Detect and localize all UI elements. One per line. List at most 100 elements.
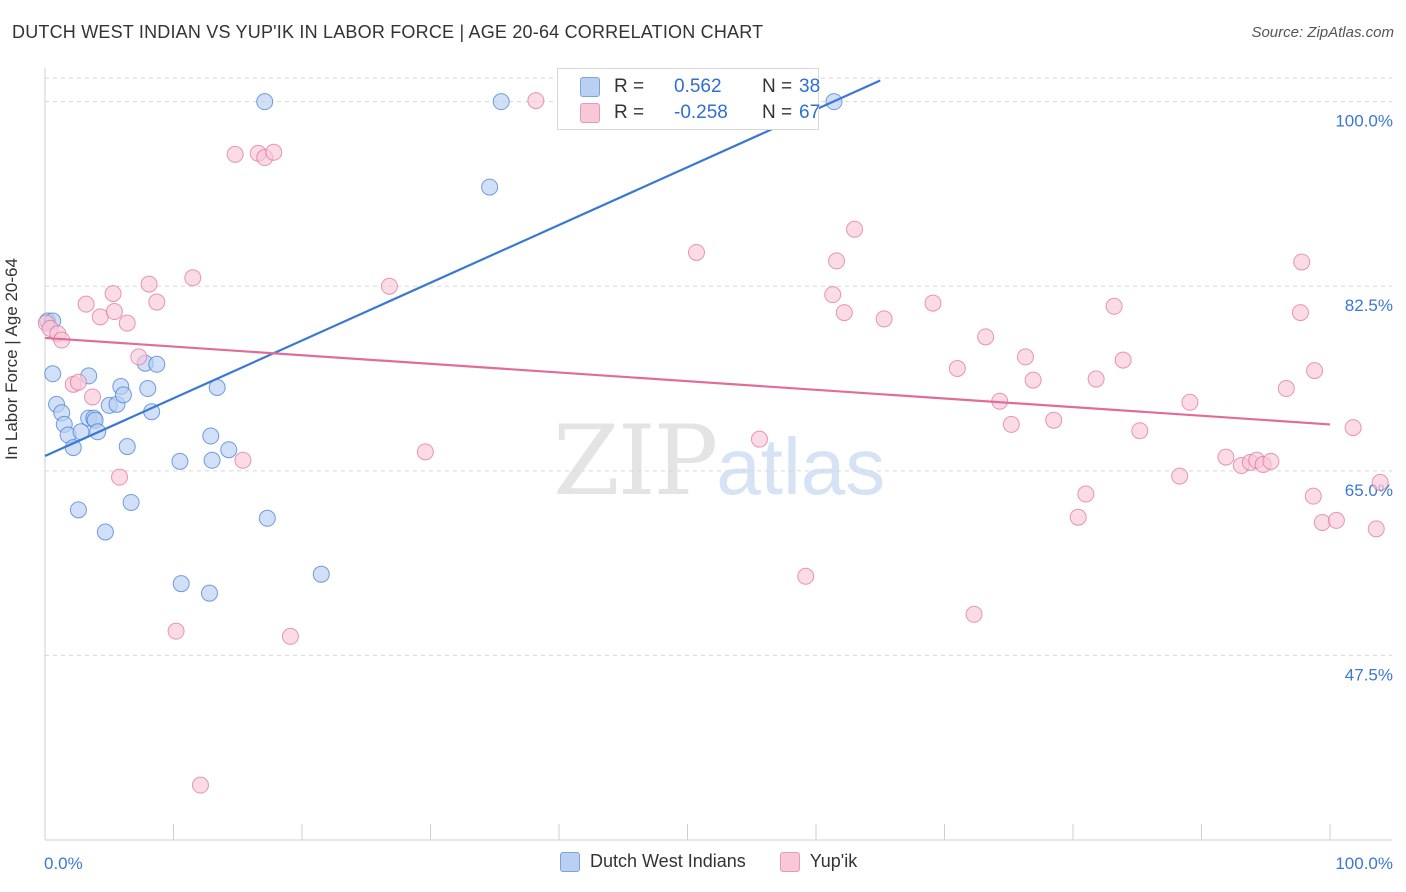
zipatlas-watermark: ZIPatlas <box>553 405 885 517</box>
watermark-atlas: atlas <box>716 422 886 511</box>
yupik-point <box>1217 448 1235 466</box>
dutch-west-indian-point <box>44 365 62 383</box>
yupik-point <box>527 92 545 110</box>
yupik-point <box>687 243 705 261</box>
r-label: R = <box>614 76 645 97</box>
yupik-point <box>380 277 398 295</box>
yupik-point <box>416 443 434 461</box>
r-value-pink: -0.258 <box>674 102 728 123</box>
yupik-point <box>828 252 846 270</box>
dutch-west-indian-point <box>202 427 220 445</box>
yupik-point <box>1313 514 1331 532</box>
source-label: Source: ZipAtlas.com <box>1251 24 1394 41</box>
yupik-point <box>1069 508 1087 526</box>
dutch-west-indian-point <box>172 575 190 593</box>
legend-label: Yup'ik <box>809 851 858 871</box>
yupik-point <box>797 567 815 585</box>
yupik-point <box>965 605 983 623</box>
yupik-point <box>875 310 893 328</box>
yupik-point <box>281 627 299 645</box>
yupik-point <box>977 328 995 346</box>
yupik-point <box>226 145 244 163</box>
watermark-zip: ZIP <box>553 405 718 517</box>
yupik-point <box>130 348 148 366</box>
n-label: N = <box>762 102 793 123</box>
blue-swatch <box>560 851 580 872</box>
yupik-point <box>1277 380 1295 398</box>
dutch-west-indian-point <box>203 451 221 469</box>
yupik-point <box>1371 473 1389 491</box>
r-label: R = <box>614 102 645 123</box>
dutch-west-indian-point <box>312 565 330 583</box>
y-tick-label: 82.5% <box>1345 296 1393 315</box>
y-tick-label: 47.5% <box>1345 665 1393 684</box>
yupik-point <box>1045 411 1063 429</box>
x-tick-label: 0.0% <box>44 854 83 873</box>
yupik-point <box>184 269 202 287</box>
y-axis-label: In Labor Force | Age 20-64 <box>2 258 21 460</box>
yupik-point <box>234 451 252 469</box>
yupik-point <box>1016 348 1034 366</box>
dutch-west-indian-point <box>481 178 499 196</box>
yupik-point <box>948 360 966 378</box>
yupik-trendline <box>44 336 1331 426</box>
n-value-pink: 67 <box>799 102 821 123</box>
n-label: N = <box>762 76 793 97</box>
r-value-blue: 0.562 <box>674 76 722 97</box>
yupik-point <box>924 294 942 312</box>
dutch-west-indian-point <box>258 509 276 527</box>
blue-swatch <box>580 77 600 97</box>
yupik-point <box>265 143 283 161</box>
yupik-point <box>84 388 102 406</box>
y-tick-label: 100.0% <box>1335 112 1393 131</box>
dutch-west-indian-point <box>139 380 157 398</box>
yupik-point <box>1171 467 1189 485</box>
chart-title: DUTCH WEST INDIAN VS YUP'IK IN LABOR FOR… <box>12 22 764 42</box>
dutch-west-indian-point <box>492 93 510 111</box>
yupik-point <box>91 308 109 326</box>
yupik-point <box>111 468 129 486</box>
yupik-point <box>105 303 123 321</box>
legend-item-dutch-west-indians[interactable]: Dutch West Indians <box>560 851 746 872</box>
yupik-point <box>1024 371 1042 389</box>
yupik-point <box>1181 393 1199 411</box>
yupik-point <box>77 295 95 313</box>
yupik-point <box>1262 452 1280 470</box>
yupik-point <box>1367 520 1385 538</box>
yupik-point <box>148 293 166 311</box>
legend-item-yupik[interactable]: Yup'ik <box>779 851 858 872</box>
dutch-west-indian-trendline <box>44 79 881 458</box>
yupik-point <box>824 286 842 304</box>
yupik-point <box>118 314 136 332</box>
yupik-point <box>1293 253 1311 271</box>
yupik-point <box>1087 370 1105 388</box>
yupik-point <box>167 622 185 640</box>
yupik-point <box>846 220 864 238</box>
dutch-west-indian-point <box>148 355 166 373</box>
dutch-west-indian-point <box>122 493 140 511</box>
yupik-point <box>1327 511 1345 529</box>
yupik-point <box>191 776 209 794</box>
legend: Dutch West Indians Yup'ik <box>560 851 857 872</box>
yupik-point <box>104 285 122 303</box>
dutch-west-indian-point <box>114 386 132 404</box>
dutch-west-indian-point <box>96 523 114 541</box>
pink-swatch <box>779 851 800 872</box>
yupik-point <box>1105 297 1123 315</box>
dutch-west-indian-point <box>171 452 189 470</box>
yupik-point <box>750 430 768 448</box>
n-value-blue: 38 <box>799 76 821 97</box>
yupik-point <box>835 304 853 322</box>
dutch-west-indian-point <box>220 441 238 459</box>
stats-box: R = 0.562 N = 38 R = -0.258 N = 67 <box>557 68 821 130</box>
legend-label: Dutch West Indians <box>590 851 746 871</box>
yupik-point <box>69 373 87 391</box>
x-tick-label: 100.0% <box>1335 854 1393 873</box>
dutch-west-indian-point <box>200 584 218 602</box>
yupik-point <box>1077 485 1095 503</box>
yupik-point <box>1344 419 1362 437</box>
yupik-point <box>1131 422 1149 440</box>
yupik-point <box>1114 351 1132 369</box>
dutch-west-indian-point <box>69 501 87 519</box>
